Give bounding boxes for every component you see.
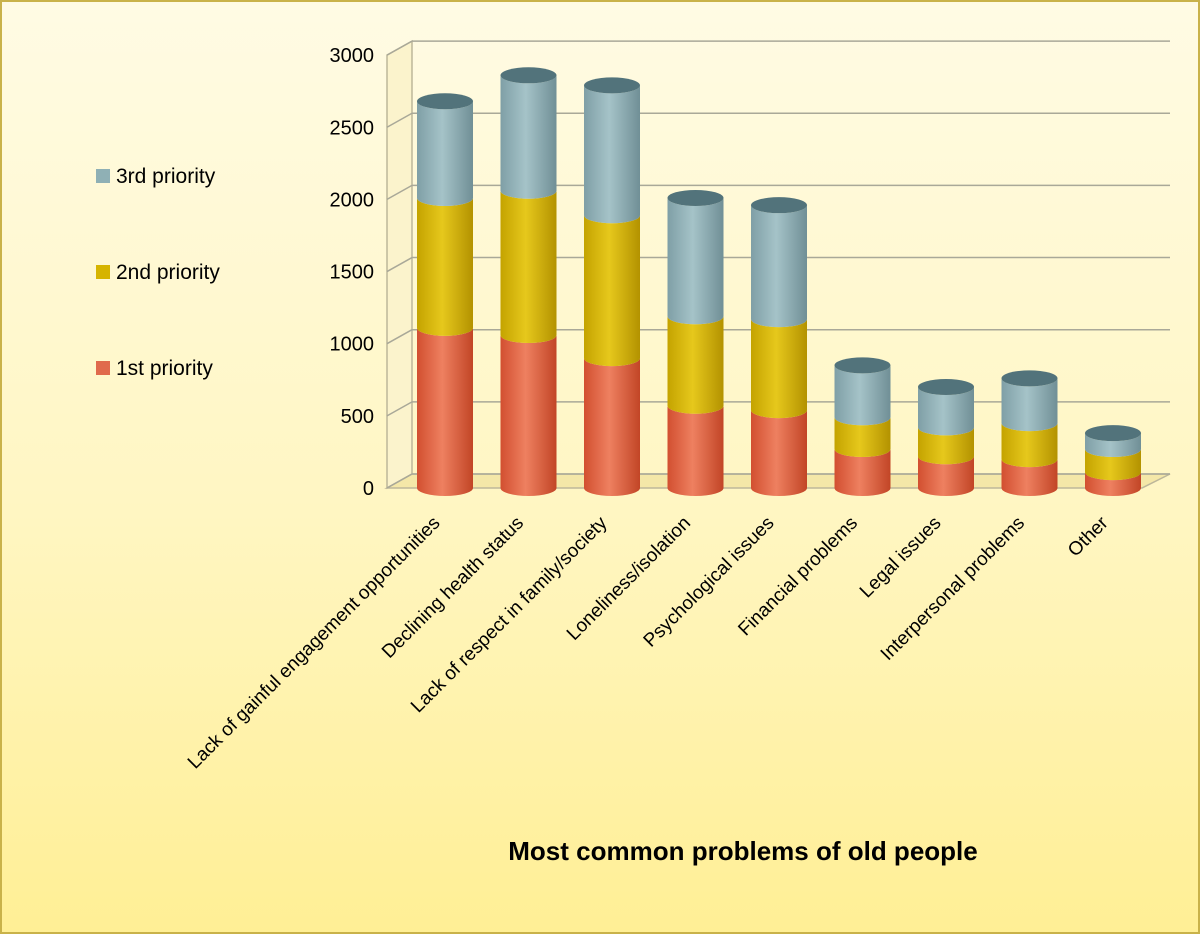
bar-segment [500, 75, 557, 199]
bar-stack [584, 77, 640, 496]
bar-segment [834, 449, 891, 496]
bar-cap [584, 77, 640, 94]
y-tick-label: 500 [341, 406, 374, 428]
bar-segment [918, 427, 974, 465]
bar-stack [751, 197, 808, 496]
legend-item: 3rd priority [96, 165, 216, 188]
legend-swatch [96, 169, 110, 183]
bar-segment [1001, 459, 1058, 496]
legend-label: 2nd priority [116, 261, 220, 284]
bar-segment [667, 197, 724, 325]
bar-cap [1085, 425, 1141, 442]
bar-segment [500, 335, 557, 496]
gridline-slant [386, 473, 413, 489]
bar-segment [417, 327, 473, 496]
y-tick-label: 2000 [330, 189, 375, 211]
bar-segment [584, 85, 640, 224]
gridline-slant [386, 112, 413, 128]
bar-stack [1001, 370, 1058, 496]
bar-stack [1085, 425, 1141, 496]
bar-cap [667, 189, 724, 206]
y-tick-label: 2500 [330, 117, 375, 139]
bar-stack [918, 378, 974, 496]
bar-segment [918, 456, 974, 496]
bar-segment [751, 319, 808, 419]
bar-segment [1085, 472, 1141, 496]
x-axis-categories: Lack of gainful engagement opportunities… [184, 512, 1113, 773]
bar-segment [584, 358, 640, 496]
x-category-label: Interpersonal problems [877, 513, 1029, 665]
bar-segment [667, 405, 724, 496]
legend-swatch [96, 361, 110, 375]
bar-segment [751, 410, 807, 496]
legend-item: 1st priority [96, 357, 213, 380]
y-tick-label: 1500 [330, 262, 375, 284]
x-category-label: Legal issues [856, 513, 946, 603]
bar-cap [918, 378, 974, 395]
bar-stack [667, 189, 724, 496]
legend-label: 3rd priority [116, 165, 216, 188]
bar-segment [417, 101, 474, 206]
bar-stack [417, 93, 474, 496]
bar-cap [1001, 370, 1058, 387]
x-category-label: Other [1064, 512, 1113, 561]
gridline-slant [386, 329, 413, 345]
legend-item: 2nd priority [96, 261, 220, 284]
gridline-slant [386, 40, 413, 56]
bar-segment [417, 197, 474, 336]
bar-segment [1085, 449, 1141, 481]
bar-segment [500, 190, 557, 344]
bar-segment [1001, 378, 1058, 432]
legend: 3rd priority 2nd priority 1st priority [96, 165, 220, 380]
bars [417, 67, 1141, 496]
legend-label: 1st priority [116, 357, 213, 380]
bar-cap [500, 67, 557, 84]
gridline-slant [386, 184, 413, 201]
chart-title: Most common problems of old people [508, 836, 977, 866]
y-tick-label: 3000 [330, 45, 375, 67]
bar-segment [918, 386, 974, 436]
x-category-label: Declining health status [378, 513, 528, 663]
y-axis-ticks: 0 500 1000 1500 2000 2500 3000 [330, 45, 375, 500]
bar-segment [1085, 433, 1141, 458]
bar-cap [751, 197, 807, 214]
bar-segment [834, 417, 891, 458]
y-tick-label: 1000 [330, 334, 375, 356]
bar-cap [834, 357, 891, 374]
bar-segment [584, 215, 640, 367]
bar-cap [417, 93, 473, 110]
bar-segment [751, 205, 808, 328]
bar-stack [500, 67, 557, 496]
bar-segment [667, 316, 724, 414]
bar-stack [834, 357, 891, 496]
bar-segment [834, 365, 891, 426]
gridline-slant [386, 256, 413, 273]
legend-swatch [96, 265, 110, 279]
bar-segment [1001, 423, 1058, 468]
y-tick-label: 0 [363, 478, 374, 500]
gridline-slant [386, 401, 413, 417]
